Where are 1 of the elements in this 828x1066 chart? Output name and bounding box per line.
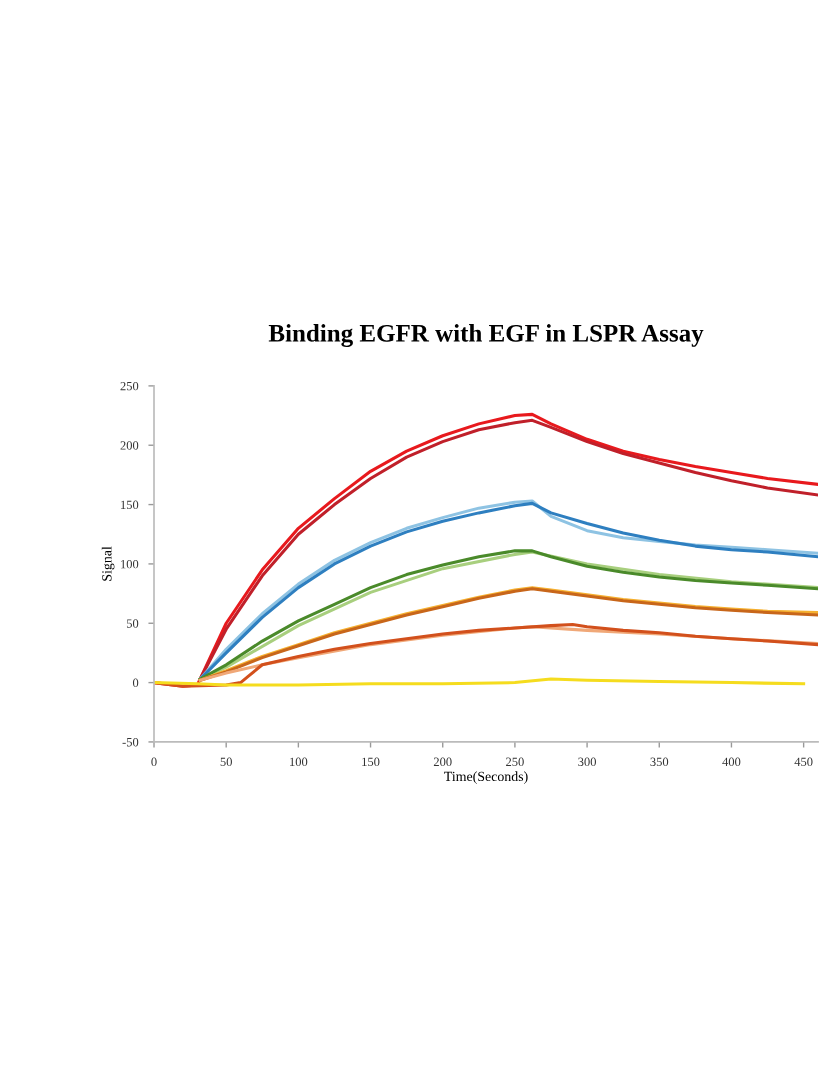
chart-title: Binding EGFR with EGF in LSPR Assay (268, 324, 704, 347)
